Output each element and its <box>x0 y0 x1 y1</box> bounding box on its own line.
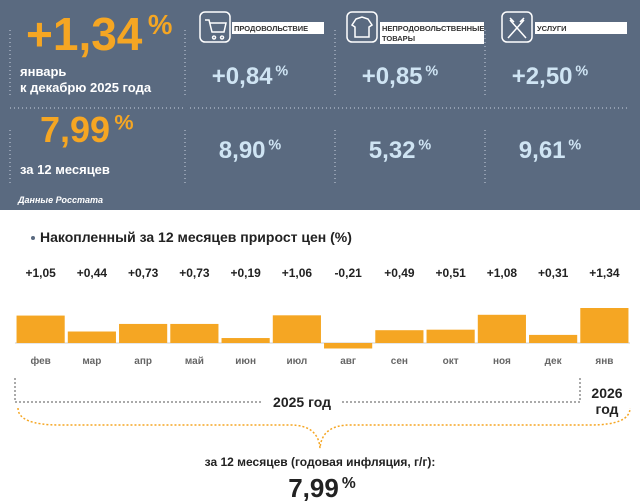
month-label: фев <box>30 355 50 367</box>
value-label: +0,51 <box>435 266 466 280</box>
bar <box>170 323 219 343</box>
year-value-unit: % <box>568 138 581 154</box>
month-value-unit: % <box>425 64 438 80</box>
main-caption: январь <box>20 64 66 79</box>
column-label: НЕПРОДОВОЛЬСТВЕННЫЕ <box>382 24 484 33</box>
bar <box>375 330 424 343</box>
month-value-unit: % <box>575 64 588 80</box>
value-label: +0,49 <box>384 266 415 280</box>
column-label: ТОВАРЫ <box>382 34 415 43</box>
source: Данные Росстата <box>17 195 103 205</box>
value-label: +1,34 <box>589 266 620 280</box>
main-value: +1,34% <box>26 8 172 60</box>
year-value-value: 5,32 <box>369 137 416 164</box>
month-label: окт <box>443 356 459 367</box>
main-value-unit: % <box>148 9 173 40</box>
month-value-value: +0,85 <box>362 63 423 90</box>
main-value-value: +1,34 <box>26 8 143 60</box>
annual-value-unit: % <box>114 109 133 134</box>
value-label: +1,06 <box>282 266 313 280</box>
month-label: янв <box>595 356 613 367</box>
month-label: сен <box>391 356 408 367</box>
month-value-value: +0,84 <box>212 63 273 90</box>
year-value: 5,32% <box>369 137 432 164</box>
month-value: +0,85% <box>362 63 439 90</box>
bar <box>477 314 526 343</box>
period-bracket <box>14 378 581 403</box>
month-label: апр <box>134 356 152 367</box>
month-label: май <box>185 356 204 367</box>
value-label: +1,05 <box>25 266 56 280</box>
month-label: июн <box>235 356 256 367</box>
year-value-value: 9,61 <box>519 137 566 164</box>
icons <box>199 11 533 43</box>
panel-bg <box>0 0 640 210</box>
column-label: ПРОДОВОЛЬСТВИЕ <box>234 24 308 33</box>
footer-caption: за 12 месяцев (годовая инфляция, г/г): <box>205 455 436 469</box>
year-2026: год <box>596 401 619 417</box>
footer-value-unit: % <box>342 475 356 492</box>
footer-value: 7,99% <box>288 473 356 503</box>
year-2025: 2025 год <box>273 394 331 410</box>
bar <box>426 329 475 343</box>
annual-caption: за 12 месяцев <box>20 162 110 177</box>
bar <box>16 315 65 343</box>
month-label: мар <box>82 356 101 367</box>
bar <box>67 331 116 343</box>
annual-value: 7,99% <box>40 109 134 150</box>
bar <box>272 315 321 343</box>
month-label: ноя <box>493 356 511 367</box>
column-labels <box>232 22 627 44</box>
brace <box>17 407 631 449</box>
value-label: +0,44 <box>77 266 108 280</box>
month-label: июл <box>286 356 307 367</box>
value-label: +0,73 <box>128 266 159 280</box>
month-value: +0,84% <box>212 63 289 90</box>
month-value-unit: % <box>275 64 288 80</box>
month-value-value: +2,50 <box>512 63 573 90</box>
value-label: -0,21 <box>334 266 362 280</box>
column-label: УСЛУГИ <box>537 24 566 33</box>
year-value: 8,90% <box>219 137 282 164</box>
chart-title: Накопленный за 12 месяцев прирост цен (%… <box>40 229 352 245</box>
value-label: +0,31 <box>538 266 569 280</box>
month-label: авг <box>340 356 356 367</box>
annual-value-value: 7,99 <box>40 109 110 150</box>
month-value: +2,50% <box>512 63 589 90</box>
bar <box>324 343 373 349</box>
footer-value-value: 7,99 <box>288 473 339 503</box>
panel-dividers <box>9 30 630 185</box>
value-label: +1,08 <box>487 266 518 280</box>
month-label: дек <box>545 356 563 367</box>
bullet <box>31 236 35 240</box>
year-value: 9,61% <box>519 137 582 164</box>
bar <box>529 334 578 343</box>
year-value-unit: % <box>418 138 431 154</box>
main-caption: к декабрю 2025 года <box>20 80 152 95</box>
bar <box>580 308 629 343</box>
year-2026: 2026 <box>591 385 622 401</box>
year-value-unit: % <box>268 138 281 154</box>
value-label: +0,19 <box>230 266 261 280</box>
value-label: +0,73 <box>179 266 210 280</box>
bar <box>221 338 270 343</box>
bar <box>119 323 168 343</box>
year-value-value: 8,90 <box>219 137 266 164</box>
